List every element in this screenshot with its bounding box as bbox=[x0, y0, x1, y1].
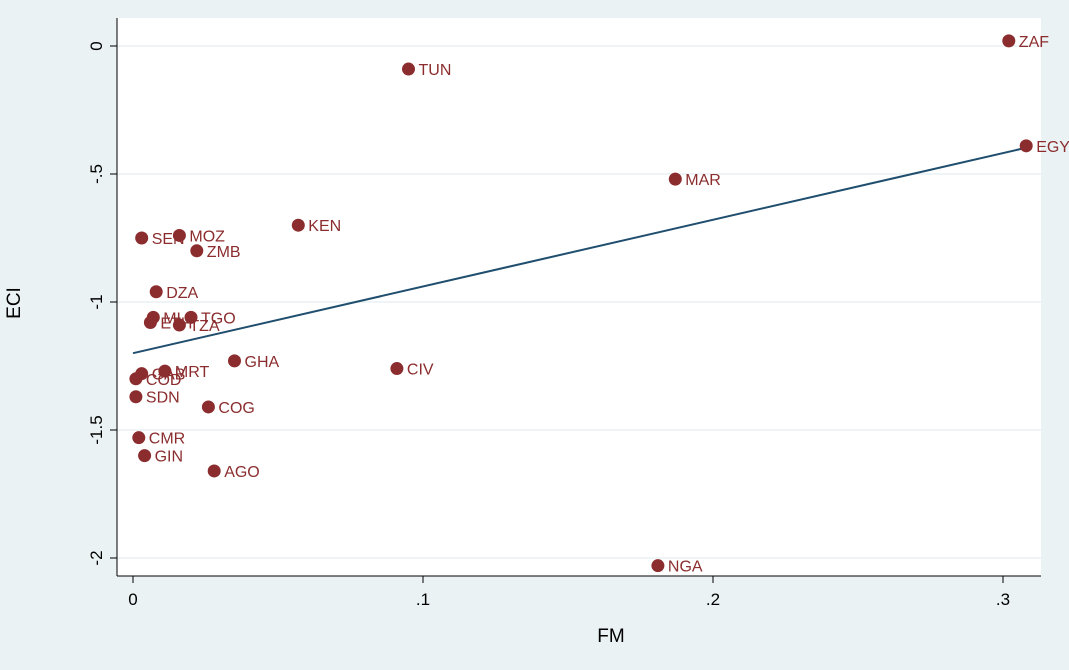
data-point-label: TZA bbox=[189, 318, 220, 335]
y-axis-title: ECI bbox=[4, 287, 25, 319]
y-tick-label: -.5 bbox=[87, 164, 106, 184]
data-point-marker bbox=[201, 400, 215, 414]
y-tick-label: 0 bbox=[87, 41, 106, 50]
data-point-label: TGO bbox=[201, 310, 236, 327]
data-point-marker bbox=[129, 372, 143, 386]
data-point-label: AGO bbox=[224, 464, 260, 481]
x-axis-title: FM bbox=[597, 626, 624, 647]
data-point-label: COG bbox=[218, 400, 254, 417]
data-point-label: MRT bbox=[175, 364, 210, 381]
data-point-label: SDN bbox=[146, 390, 180, 407]
data-point-marker bbox=[190, 244, 204, 258]
data-point-marker bbox=[184, 310, 198, 324]
data-point-marker bbox=[132, 431, 146, 445]
data-point-label: DZA bbox=[166, 285, 198, 302]
x-axis-ticks: 0 .1 .2 .3 bbox=[128, 576, 1010, 609]
data-point-marker bbox=[651, 559, 665, 573]
data-point-marker bbox=[668, 172, 682, 186]
gridlines bbox=[117, 45, 1041, 559]
data-point-marker bbox=[135, 231, 149, 245]
data-point-label: EGY bbox=[1036, 139, 1069, 156]
y-tick-label: -1 bbox=[87, 294, 106, 309]
data-point-label: GIN bbox=[155, 449, 183, 466]
data-point-marker bbox=[172, 228, 186, 242]
data-point-marker bbox=[138, 449, 152, 463]
x-tick-label: .2 bbox=[706, 590, 720, 609]
data-point-label: KEN bbox=[308, 218, 341, 235]
data-point-marker bbox=[228, 354, 241, 368]
data-point-label: ZMB bbox=[207, 244, 241, 261]
data-point-marker bbox=[291, 218, 305, 232]
data-point-label: COD bbox=[146, 372, 182, 389]
plot-area bbox=[117, 18, 1041, 576]
data-points: ZAFEGYTUNMARKENSENMOZZMBDZAMLITGOETHTZAG… bbox=[129, 34, 1069, 576]
data-point-marker bbox=[1002, 34, 1016, 48]
data-point-marker bbox=[1019, 139, 1033, 153]
y-axis-ticks: 0 -.5 -1 -1.5 -2 bbox=[87, 41, 117, 566]
y-tick-label: -2 bbox=[87, 550, 106, 565]
fit-line bbox=[132, 147, 1024, 355]
data-point-label: CMR bbox=[149, 431, 185, 448]
data-point-label: CIV bbox=[407, 362, 434, 379]
data-point-label: GHA bbox=[245, 354, 280, 371]
data-point-label: NGA bbox=[668, 559, 703, 576]
data-point-marker bbox=[172, 318, 186, 332]
data-point-marker bbox=[149, 285, 163, 299]
data-point-label: TUN bbox=[419, 62, 452, 79]
y-tick-label: -1.5 bbox=[87, 415, 106, 444]
x-tick-label: .1 bbox=[416, 590, 430, 609]
data-point-marker bbox=[158, 364, 172, 378]
data-point-label: MAR bbox=[685, 172, 721, 189]
data-point-marker bbox=[207, 464, 221, 478]
fit-line-group bbox=[132, 147, 1024, 355]
data-point-label: MOZ bbox=[189, 228, 225, 245]
x-tick-label: 0 bbox=[128, 590, 137, 609]
x-tick-label: .3 bbox=[996, 590, 1010, 609]
data-point-marker bbox=[390, 362, 404, 376]
data-point-marker bbox=[129, 390, 143, 404]
data-point-marker bbox=[402, 62, 415, 76]
data-point-marker bbox=[143, 315, 157, 329]
data-point-label: ZAF bbox=[1019, 34, 1049, 51]
